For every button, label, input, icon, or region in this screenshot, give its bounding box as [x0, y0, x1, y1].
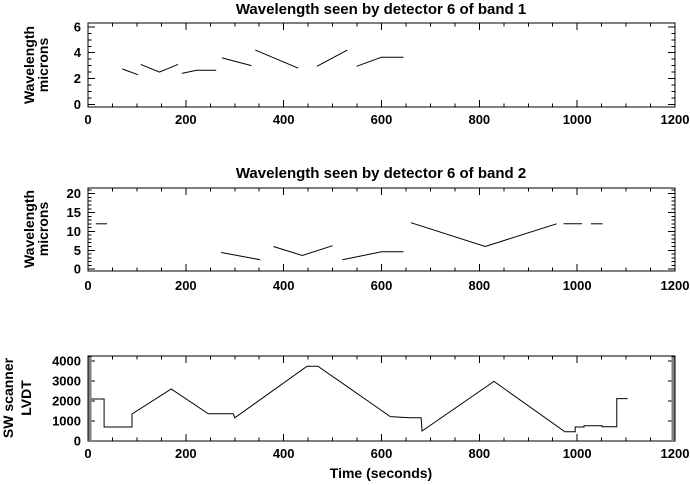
- data-series-segment: [255, 49, 299, 69]
- y-tick-label: 2000: [52, 394, 81, 409]
- x-tick-label: 800: [468, 446, 490, 461]
- y-axis-label-line1: SW scanner: [0, 357, 16, 438]
- x-tick-label: 1200: [661, 278, 690, 293]
- x-tick-label: 600: [371, 446, 393, 461]
- y-axis-label-line2: microns: [35, 202, 51, 257]
- y-tick-label: 4000: [52, 354, 81, 369]
- y-tick-label: 0: [74, 434, 81, 449]
- data-series-segment: [273, 245, 333, 257]
- x-tick-label: 800: [468, 112, 490, 127]
- y-axis-label-line2: microns: [35, 38, 51, 93]
- y-tick-label: 0: [74, 262, 81, 277]
- y-tick-label: 4: [74, 45, 82, 60]
- x-tick-label: 0: [84, 278, 91, 293]
- y-axis-label-line2: LVDT: [18, 380, 34, 416]
- y-tick-label: 15: [67, 205, 81, 220]
- y-tick-label: 5: [74, 243, 81, 258]
- x-tick-label: 1000: [563, 446, 592, 461]
- y-tick-label: 2: [74, 71, 81, 86]
- x-tick-label: 400: [273, 446, 295, 461]
- data-series-segment: [140, 63, 179, 73]
- y-axis-label-line1: Wavelength: [21, 26, 37, 104]
- x-tick-label: 0: [84, 446, 91, 461]
- data-series-segment: [410, 222, 557, 248]
- plot-area-lvdt: 0 200 400 600 800 1000 1200 0 1000 2000 3000 4000: [52, 354, 689, 462]
- data-series-segment: [342, 251, 404, 261]
- x-tick-label: 600: [371, 278, 393, 293]
- data-series-segment: [221, 252, 261, 261]
- data-series-segment: [88, 365, 628, 433]
- band1-plot: Wavelength seen by detector 6 of band 1 …: [21, 1, 690, 127]
- data-series-segment: [221, 57, 252, 67]
- x-tick-label: 400: [273, 278, 295, 293]
- x-tick-label: 1000: [563, 112, 592, 127]
- x-tick-label: 1000: [563, 278, 592, 293]
- y-tick-label: 0: [74, 97, 81, 112]
- x-tick-label: 800: [468, 278, 490, 293]
- data-series-segment: [316, 49, 348, 67]
- lvdt-plot: SW scanner LVDT Time (seconds) 0 200 400 60…: [0, 354, 689, 482]
- axis-box: [87, 355, 676, 442]
- y-tick-label: 3000: [52, 374, 81, 389]
- band2-plot: Wavelength seen by detector 6 of band 2 …: [21, 165, 690, 293]
- plot-title-band2: Wavelength seen by detector 6 of band 2: [236, 165, 526, 182]
- x-tick-label: 600: [371, 112, 393, 127]
- x-tick-label: 0: [84, 112, 91, 127]
- x-tick-label: 1200: [661, 446, 690, 461]
- y-tick-label: 1000: [52, 414, 81, 429]
- plot-area-band2: 0 200 400 600 800 1000 1200 0 5 10 15 20: [67, 186, 690, 293]
- x-tick-label: 200: [175, 278, 197, 293]
- y-tick-label: 6: [74, 19, 81, 34]
- x-tick-label: 200: [175, 446, 197, 461]
- y-tick-label: 10: [67, 224, 81, 239]
- y-axis-label-line1: Wavelength: [21, 190, 37, 268]
- data-series-segment: [181, 69, 217, 74]
- axis-box: [87, 187, 676, 272]
- data-series-segment: [122, 68, 139, 76]
- y-tick-label: 20: [67, 186, 81, 201]
- data-series-segment: [356, 56, 404, 67]
- x-tick-label: 200: [175, 112, 197, 127]
- plot-title-band1: Wavelength seen by detector 6 of band 1: [236, 1, 526, 18]
- x-axis-label: Time (seconds): [330, 465, 432, 481]
- x-tick-label: 400: [273, 112, 295, 127]
- x-tick-label: 1200: [661, 112, 690, 127]
- plot-area-band1: 0 200 400 600 800 1000 1200 0 2 4 6: [74, 19, 690, 127]
